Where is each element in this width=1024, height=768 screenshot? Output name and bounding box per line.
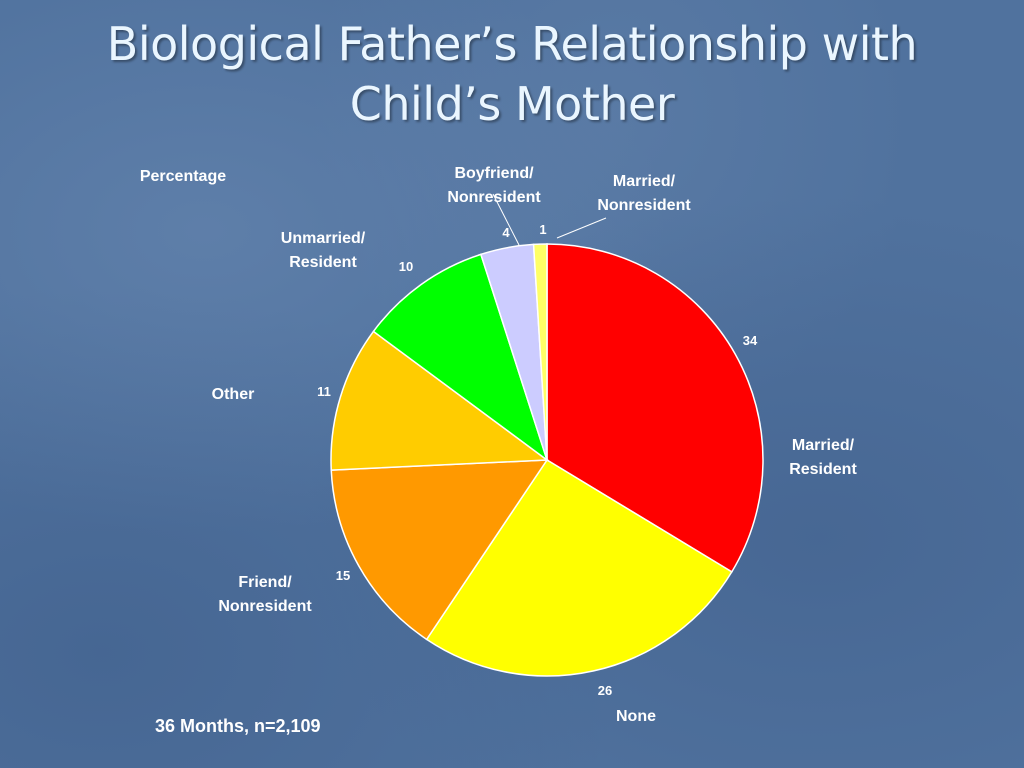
slice-category-label-line: Married/ [792, 437, 855, 454]
slice-value-label: 34 [743, 333, 758, 348]
slice-category-label-line: Other [212, 386, 255, 403]
slice-category-label: Friend/Nonresident [218, 574, 312, 615]
pie-slice [372, 253, 549, 462]
pie-slice [425, 458, 733, 677]
slice-value-label: 1 [539, 222, 546, 237]
label-leader-line [556, 217, 607, 239]
slice-value-label: 26 [598, 683, 612, 698]
slice-category-label-line: None [616, 708, 656, 725]
slide-title-line-1: Biological Father’s Relationship with [106, 17, 918, 71]
pie-slice [546, 243, 764, 573]
slice-category-label: Married/Resident [789, 437, 857, 478]
slice-category-label-line: Nonresident [447, 189, 541, 206]
slice-value-label: 10 [399, 259, 413, 274]
slice-category-label-line: Boyfriend/ [454, 165, 534, 182]
pie-slice [532, 243, 548, 461]
pie-slice [330, 459, 549, 641]
slice-category-label-line: Married/ [613, 173, 676, 190]
slide-title: Biological Father’s Relationship with Ch… [0, 14, 1024, 134]
slice-value-label: 11 [317, 384, 331, 399]
chart-footnote: 36 Months, n=2,109 [155, 716, 321, 736]
slice-category-label-line: Nonresident [597, 197, 691, 214]
slice-category-label: Unmarried/Resident [281, 230, 366, 271]
slide-title-line-2: Child’s Mother [349, 77, 675, 131]
slice-category-label-line: Nonresident [218, 598, 312, 615]
slice-category-label-line: Unmarried/ [281, 230, 366, 247]
slice-category-label: Boyfriend/Nonresident [447, 165, 541, 206]
slice-category-label-line: Friend/ [238, 574, 292, 591]
slice-category-label: None [616, 708, 656, 725]
label-leader-line [492, 193, 520, 246]
slice-category-label-line: Resident [289, 254, 357, 271]
pie-slice [330, 330, 550, 471]
slice-value-label: 4 [502, 225, 510, 240]
slice-category-label: Other [212, 386, 255, 403]
slice-category-label-line: Resident [789, 461, 857, 478]
slice-value-label: 15 [336, 568, 350, 583]
chart-subtitle: Percentage [140, 168, 226, 185]
slice-category-label: Married/Nonresident [597, 173, 691, 214]
